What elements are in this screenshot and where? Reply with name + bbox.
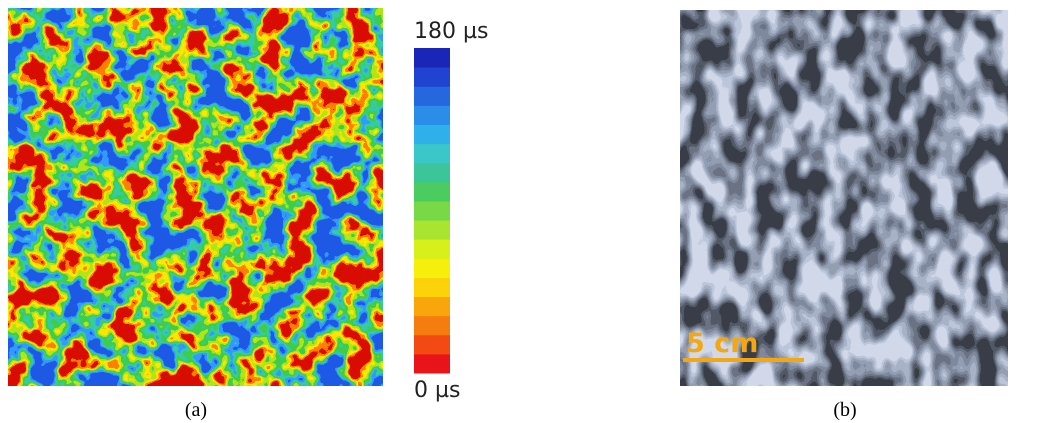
scale-bar xyxy=(683,358,804,362)
colorbar-segment xyxy=(414,334,450,355)
wafer-photo xyxy=(680,10,1008,386)
colorbar-segment xyxy=(414,296,450,317)
colorbar-segment xyxy=(414,105,450,125)
scale-bar-label: 5 cm xyxy=(686,328,758,359)
colorbar-segment xyxy=(414,239,450,259)
colorbar-segment xyxy=(414,124,450,145)
caption: (a) xyxy=(185,399,207,421)
colorbar-segment xyxy=(414,315,450,336)
colorbar-segment xyxy=(414,143,450,164)
colorbar-segment xyxy=(414,353,450,374)
colorbar-min: 0 µs xyxy=(414,378,460,403)
colorbar-segment xyxy=(414,48,450,68)
colorbar-segment xyxy=(414,86,450,106)
colorbar-segment xyxy=(414,200,450,221)
colorbar-max: 180 µs xyxy=(414,19,488,44)
caption: (b) xyxy=(833,399,856,421)
colorbar-segment xyxy=(414,162,450,183)
colorbar xyxy=(414,48,450,374)
colorbar-segment xyxy=(414,277,450,298)
colorbar-segment xyxy=(414,181,450,202)
colorbar-segment xyxy=(414,67,450,87)
lifetime-map xyxy=(8,8,383,386)
colorbar-segment xyxy=(414,220,450,240)
colorbar-segment xyxy=(414,258,450,278)
